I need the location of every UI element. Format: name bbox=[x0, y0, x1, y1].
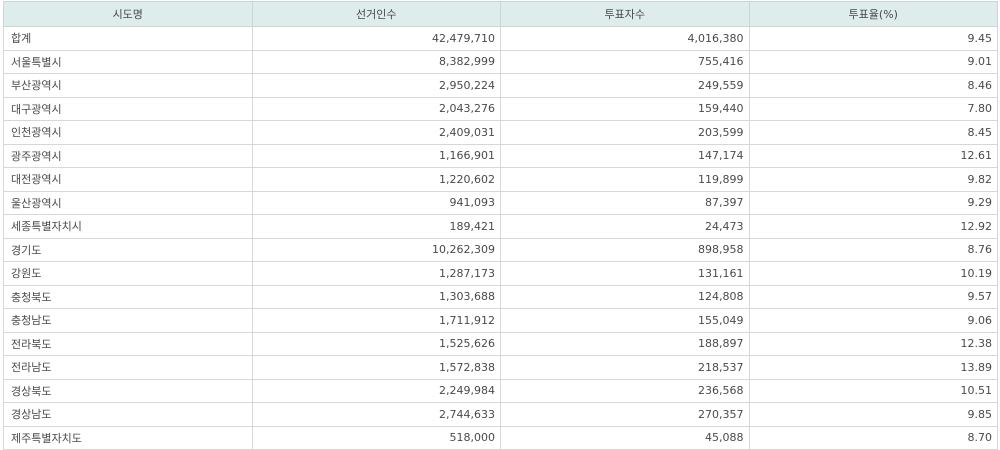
cell-voters: 270,357 bbox=[500, 402, 750, 427]
table-row: 경기도 10,262,309 898,958 8.76 bbox=[3, 237, 998, 262]
cell-voters: 203,599 bbox=[500, 120, 750, 145]
cell-region: 서울특별시 bbox=[3, 49, 253, 74]
table-row: 경상남도 2,744,633 270,357 9.85 bbox=[3, 402, 998, 427]
cell-voters: 188,897 bbox=[500, 331, 750, 356]
cell-region: 전라북도 bbox=[3, 331, 253, 356]
cell-voters: 236,568 bbox=[500, 378, 750, 403]
cell-voters: 24,473 bbox=[500, 214, 750, 239]
cell-turnout: 10.19 bbox=[748, 261, 998, 286]
table-row: 울산광역시 941,093 87,397 9.29 bbox=[3, 190, 998, 215]
cell-region: 대전광역시 bbox=[3, 167, 253, 192]
cell-turnout: 9.01 bbox=[748, 49, 998, 74]
table-row: 전라북도 1,525,626 188,897 12.38 bbox=[3, 331, 998, 356]
table-row: 강원도 1,287,173 131,161 10.19 bbox=[3, 261, 998, 286]
cell-electorate: 1,166,901 bbox=[251, 143, 501, 168]
table-row: 전라남도 1,572,838 218,537 13.89 bbox=[3, 355, 998, 380]
cell-turnout: 12.92 bbox=[748, 214, 998, 239]
cell-region: 충청북도 bbox=[3, 284, 253, 309]
cell-electorate: 1,287,173 bbox=[251, 261, 501, 286]
cell-region: 경상북도 bbox=[3, 378, 253, 403]
cell-electorate: 2,043,276 bbox=[251, 96, 501, 121]
cell-voters: 45,088 bbox=[500, 425, 750, 450]
cell-region: 대구광역시 bbox=[3, 96, 253, 121]
table-body: 합계 42,479,710 4,016,380 9.45 서울특별시 8,382,999 7… bbox=[3, 26, 998, 450]
cell-turnout: 8.46 bbox=[748, 73, 998, 98]
cell-region: 충청남도 bbox=[3, 308, 253, 333]
cell-region: 광주광역시 bbox=[3, 143, 253, 168]
cell-electorate: 42,479,710 bbox=[251, 26, 501, 51]
cell-turnout: 12.61 bbox=[748, 143, 998, 168]
cell-region: 합계 bbox=[3, 26, 253, 51]
table-row: 대전광역시 1,220,602 119,899 9.82 bbox=[3, 167, 998, 192]
header-voters: 투표자수 bbox=[500, 1, 750, 27]
cell-turnout: 9.45 bbox=[748, 26, 998, 51]
table-row: 합계 42,479,710 4,016,380 9.45 bbox=[3, 26, 998, 51]
cell-turnout: 7.80 bbox=[748, 96, 998, 121]
cell-region: 경상남도 bbox=[3, 402, 253, 427]
cell-voters: 159,440 bbox=[500, 96, 750, 121]
cell-voters: 124,808 bbox=[500, 284, 750, 309]
table-row: 경상북도 2,249,984 236,568 10.51 bbox=[3, 378, 998, 403]
cell-voters: 755,416 bbox=[500, 49, 750, 74]
header-electorate: 선거인수 bbox=[251, 1, 501, 27]
cell-turnout: 8.70 bbox=[748, 425, 998, 450]
cell-turnout: 9.85 bbox=[748, 402, 998, 427]
cell-region: 세종특별자치시 bbox=[3, 214, 253, 239]
cell-voters: 147,174 bbox=[500, 143, 750, 168]
cell-region: 강원도 bbox=[3, 261, 253, 286]
cell-region: 울산광역시 bbox=[3, 190, 253, 215]
cell-voters: 119,899 bbox=[500, 167, 750, 192]
table-row: 서울특별시 8,382,999 755,416 9.01 bbox=[3, 49, 998, 74]
table-row: 충청북도 1,303,688 124,808 9.57 bbox=[3, 284, 998, 309]
cell-region: 인천광역시 bbox=[3, 120, 253, 145]
cell-voters: 87,397 bbox=[500, 190, 750, 215]
table-row: 제주특별자치도 518,000 45,088 8.70 bbox=[3, 425, 998, 450]
cell-electorate: 1,525,626 bbox=[251, 331, 501, 356]
cell-turnout: 10.51 bbox=[748, 378, 998, 403]
cell-turnout: 9.57 bbox=[748, 284, 998, 309]
table-header-row: 시도명 선거인수 투표자수 투표율(%) bbox=[3, 1, 998, 27]
cell-turnout: 9.29 bbox=[748, 190, 998, 215]
cell-electorate: 1,711,912 bbox=[251, 308, 501, 333]
cell-region: 전라남도 bbox=[3, 355, 253, 380]
cell-turnout: 9.82 bbox=[748, 167, 998, 192]
cell-region: 경기도 bbox=[3, 237, 253, 262]
cell-electorate: 1,572,838 bbox=[251, 355, 501, 380]
table-row: 충청남도 1,711,912 155,049 9.06 bbox=[3, 308, 998, 333]
cell-electorate: 189,421 bbox=[251, 214, 501, 239]
header-turnout: 투표율(%) bbox=[748, 1, 998, 27]
cell-turnout: 8.76 bbox=[748, 237, 998, 262]
cell-electorate: 2,744,633 bbox=[251, 402, 501, 427]
table-row: 세종특별자치시 189,421 24,473 12.92 bbox=[3, 214, 998, 239]
cell-electorate: 2,950,224 bbox=[251, 73, 501, 98]
cell-electorate: 8,382,999 bbox=[251, 49, 501, 74]
turnout-table: 시도명 선거인수 투표자수 투표율(%) 합계 42,479,710 4,016,3… bbox=[3, 1, 998, 450]
table-row: 부산광역시 2,950,224 249,559 8.46 bbox=[3, 73, 998, 98]
cell-electorate: 941,093 bbox=[251, 190, 501, 215]
cell-region: 제주특별자치도 bbox=[3, 425, 253, 450]
cell-turnout: 12.38 bbox=[748, 331, 998, 356]
cell-turnout: 9.06 bbox=[748, 308, 998, 333]
cell-voters: 155,049 bbox=[500, 308, 750, 333]
table-row: 인천광역시 2,409,031 203,599 8.45 bbox=[3, 120, 998, 145]
cell-turnout: 13.89 bbox=[748, 355, 998, 380]
cell-electorate: 2,409,031 bbox=[251, 120, 501, 145]
cell-electorate: 10,262,309 bbox=[251, 237, 501, 262]
table-row: 광주광역시 1,166,901 147,174 12.61 bbox=[3, 143, 998, 168]
cell-electorate: 1,303,688 bbox=[251, 284, 501, 309]
table-row: 대구광역시 2,043,276 159,440 7.80 bbox=[3, 96, 998, 121]
cell-voters: 898,958 bbox=[500, 237, 750, 262]
cell-electorate: 518,000 bbox=[251, 425, 501, 450]
cell-region: 부산광역시 bbox=[3, 73, 253, 98]
cell-voters: 131,161 bbox=[500, 261, 750, 286]
cell-voters: 4,016,380 bbox=[500, 26, 750, 51]
cell-voters: 218,537 bbox=[500, 355, 750, 380]
cell-electorate: 2,249,984 bbox=[251, 378, 501, 403]
cell-electorate: 1,220,602 bbox=[251, 167, 501, 192]
cell-voters: 249,559 bbox=[500, 73, 750, 98]
cell-turnout: 8.45 bbox=[748, 120, 998, 145]
header-region: 시도명 bbox=[3, 1, 253, 27]
